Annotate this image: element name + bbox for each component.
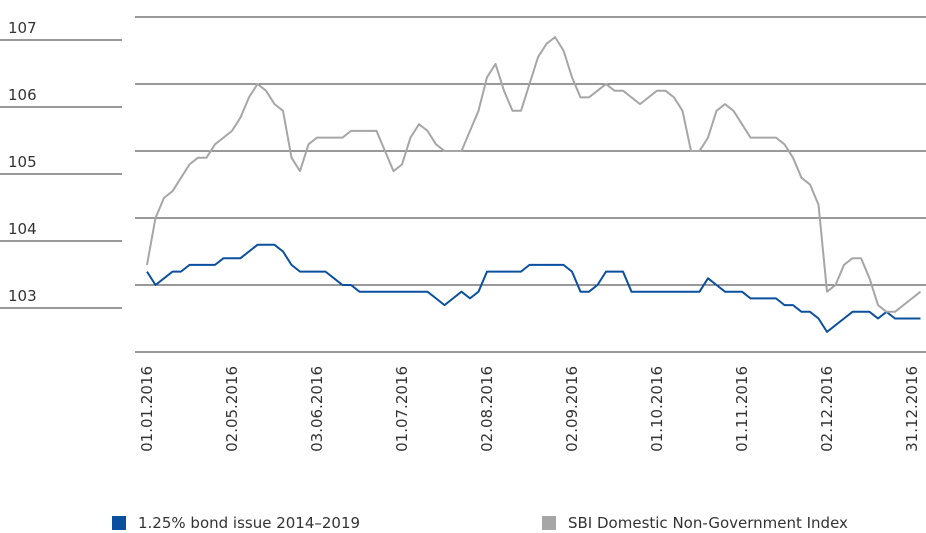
- x-tick-label: 02.08.2016: [478, 366, 496, 452]
- y-tick-label: 103: [8, 287, 37, 305]
- legend-swatch: [542, 516, 556, 530]
- x-tick-label: 01.07.2016: [393, 366, 411, 452]
- legend-label: 1.25% bond issue 2014–2019: [138, 514, 360, 532]
- x-tick-label: 02.09.2016: [563, 366, 581, 452]
- x-tick-label: 01.01.2016: [138, 366, 156, 452]
- y-tick-label: 107: [8, 19, 37, 37]
- y-tick-label: 105: [8, 153, 37, 171]
- legend-swatch: [112, 516, 126, 530]
- y-tick-label: 106: [8, 86, 37, 104]
- series-line: [146, 36, 922, 313]
- x-tick-label: 03.06.2016: [308, 366, 326, 452]
- series-line: [146, 243, 921, 333]
- x-tick-label: 01.11.2016: [733, 366, 751, 452]
- y-tick-label: 104: [8, 220, 37, 238]
- x-tick-label: 01.10.2016: [648, 366, 666, 452]
- legend-label: SBI Domestic Non-Government Index: [568, 514, 848, 532]
- x-tick-label: 31.12.2016: [903, 366, 921, 452]
- x-tick-label: 02.12.2016: [818, 366, 836, 452]
- x-tick-label: 02.05.2016: [223, 366, 241, 452]
